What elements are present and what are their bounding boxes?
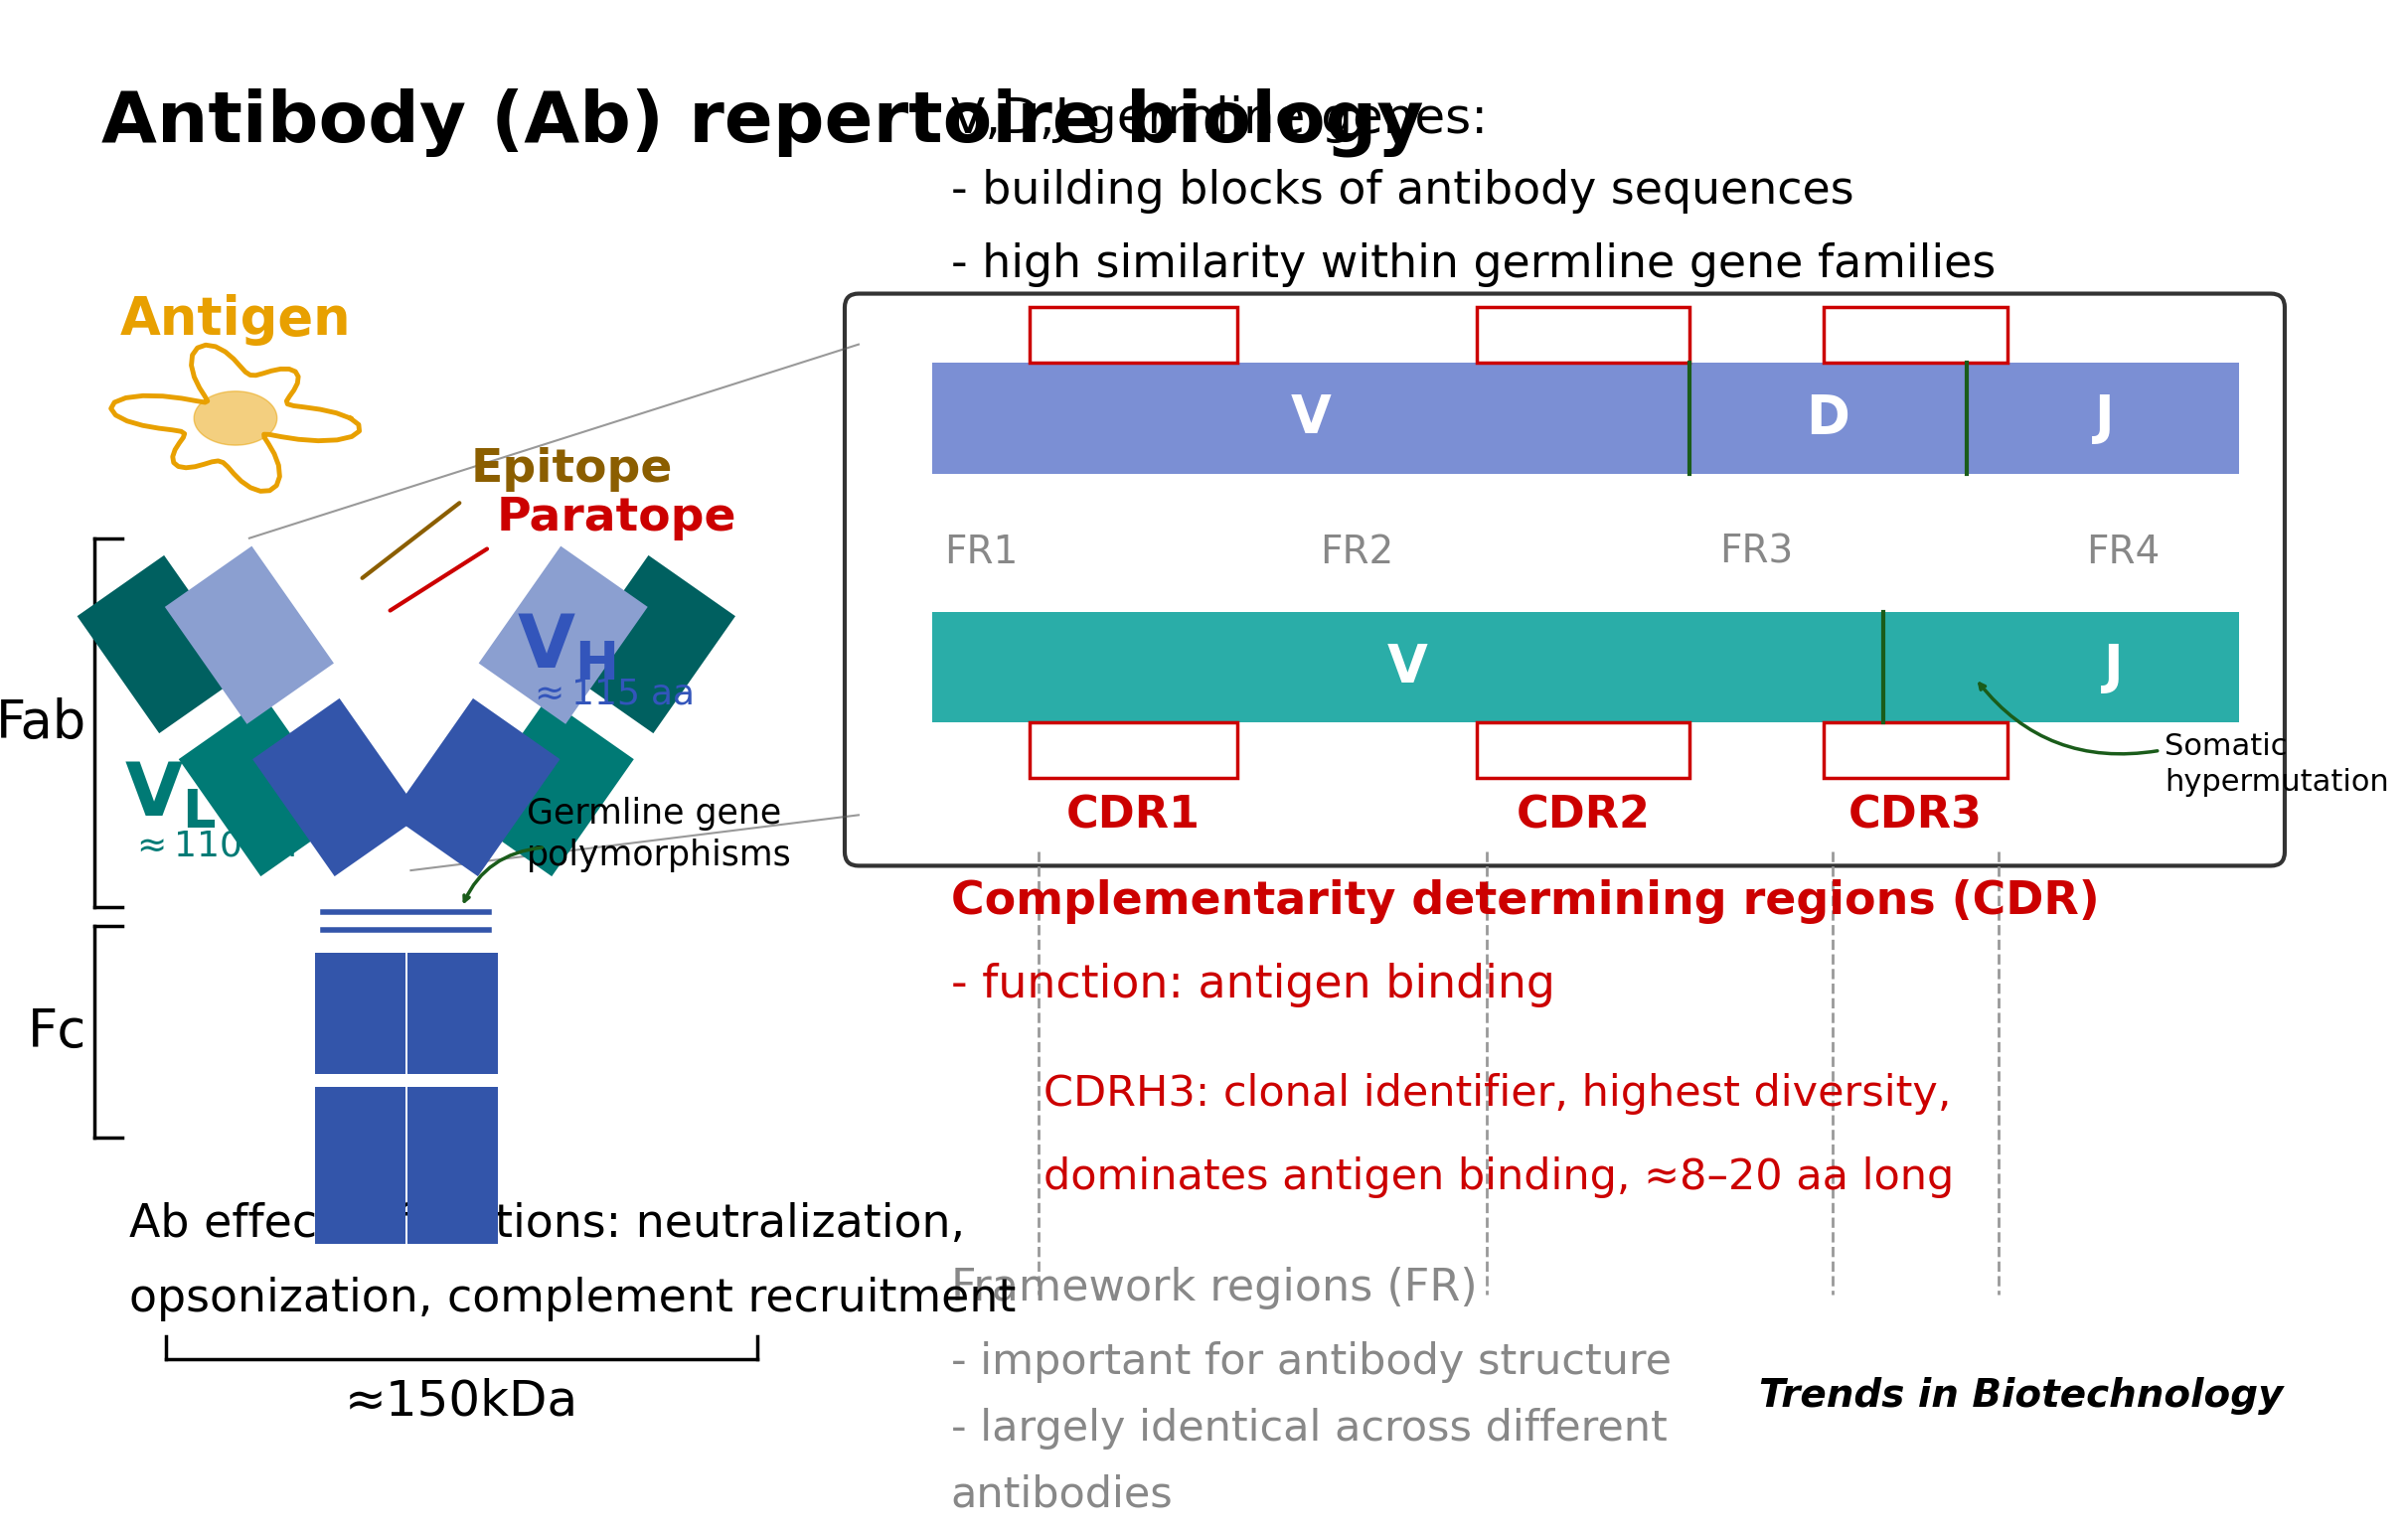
Polygon shape <box>407 1088 498 1244</box>
Text: dominates antigen binding, ≈8–20 aa long: dominates antigen binding, ≈8–20 aa long <box>1043 1157 1953 1198</box>
Text: Complementarity determining regions (CDR): Complementarity determining regions (CDR… <box>951 879 2100 924</box>
Text: Paratope: Paratope <box>496 495 737 539</box>
Text: ≈150kDa: ≈150kDa <box>344 1377 578 1426</box>
Text: Framework regions (FR): Framework regions (FR) <box>951 1267 1476 1310</box>
Text: FR2: FR2 <box>1320 533 1394 571</box>
Polygon shape <box>253 699 421 876</box>
Bar <box>1823 308 2008 363</box>
Text: - building blocks of antibody sequences: - building blocks of antibody sequences <box>951 169 1854 214</box>
Text: Ab effector functions: neutralization,: Ab effector functions: neutralization, <box>130 1203 966 1247</box>
Polygon shape <box>479 545 648 725</box>
Text: CDR1: CDR1 <box>1067 795 1199 838</box>
Text: FR3: FR3 <box>1719 533 1794 571</box>
Text: $\approx$115 aa: $\approx$115 aa <box>527 677 694 711</box>
Text: antibodies: antibodies <box>951 1474 1173 1515</box>
Text: Antibody (Ab) repertoire biology: Antibody (Ab) repertoire biology <box>101 87 1423 156</box>
Text: - function: antigen binding: - function: antigen binding <box>951 962 1556 1008</box>
Text: $\mathbf{V_H}$: $\mathbf{V_H}$ <box>518 611 616 685</box>
Text: $\mathbf{V_L}$: $\mathbf{V_L}$ <box>125 760 217 832</box>
Bar <box>1476 308 1690 363</box>
Text: Somatic
hypermutation: Somatic hypermutation <box>2165 732 2389 797</box>
Text: Fab: Fab <box>0 697 87 749</box>
Text: Fc: Fc <box>29 1007 87 1057</box>
Text: CDRH3: clonal identifier, highest diversity,: CDRH3: clonal identifier, highest divers… <box>1043 1074 1950 1115</box>
Text: Trends in Biotechnology: Trends in Biotechnology <box>1758 1377 2283 1416</box>
Text: V: V <box>1387 642 1428 692</box>
Bar <box>1028 723 1238 778</box>
Text: J: J <box>2105 642 2124 692</box>
Polygon shape <box>566 555 734 734</box>
Text: V,D,J germline genes:: V,D,J germline genes: <box>951 95 1488 142</box>
Text: - largely identical across different: - largely identical across different <box>951 1408 1666 1449</box>
Text: J: J <box>2095 392 2114 444</box>
Text: Antigen: Antigen <box>120 294 352 345</box>
Text: $\approx$110 aa: $\approx$110 aa <box>130 829 296 863</box>
Polygon shape <box>77 555 246 734</box>
Polygon shape <box>390 699 561 876</box>
Text: Epitope: Epitope <box>472 447 672 492</box>
Text: - important for antibody structure: - important for antibody structure <box>951 1340 1671 1383</box>
Text: opsonization, complement recruitment: opsonization, complement recruitment <box>130 1276 1016 1321</box>
Polygon shape <box>407 953 498 1074</box>
Bar <box>932 363 2239 473</box>
Text: V: V <box>1291 392 1332 444</box>
Bar <box>1823 723 2008 778</box>
Bar <box>1028 308 1238 363</box>
Polygon shape <box>164 545 335 725</box>
Bar <box>1476 723 1690 778</box>
Text: D: D <box>1806 392 1849 444</box>
Polygon shape <box>178 699 347 876</box>
FancyBboxPatch shape <box>845 294 2285 866</box>
Text: FR4: FR4 <box>2085 533 2160 571</box>
Polygon shape <box>315 953 405 1074</box>
Text: CDR2: CDR2 <box>1517 795 1649 838</box>
Bar <box>932 611 2239 723</box>
Text: CDR3: CDR3 <box>1849 795 1982 838</box>
Text: - high similarity within germline gene families: - high similarity within germline gene f… <box>951 244 1996 288</box>
Polygon shape <box>195 391 277 446</box>
Polygon shape <box>315 1088 405 1244</box>
Text: Germline gene
polymorphisms: Germline gene polymorphisms <box>527 797 792 872</box>
Text: FR1: FR1 <box>944 533 1019 571</box>
Polygon shape <box>465 699 633 876</box>
